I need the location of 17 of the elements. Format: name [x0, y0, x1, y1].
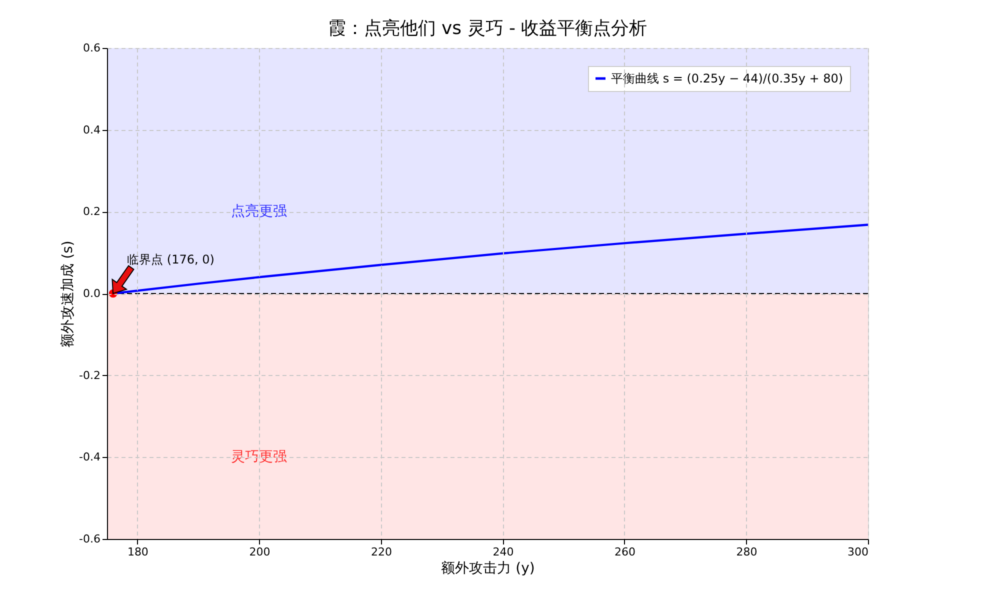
y-axis-title: 额外攻速加成 (s) [60, 240, 76, 348]
x-tick-label: 240 [492, 546, 514, 558]
x-tick-label: 260 [614, 546, 636, 558]
x-tick-label: 180 [127, 546, 148, 558]
x-tick-label: 300 [848, 546, 868, 558]
y-tick-label: -0.4 [79, 450, 100, 464]
y-tick-label: -0.2 [79, 368, 100, 382]
x-tick-label: 280 [736, 546, 758, 558]
y-tick-label: 0.2 [83, 205, 100, 218]
x-tick-label: 220 [370, 546, 392, 558]
x-axis-title: 额外攻击力 (y) [441, 560, 535, 576]
y-tick-label: 0.4 [83, 123, 100, 136]
y-tick-label: -0.6 [79, 532, 100, 546]
y-tick-label: 0.6 [83, 42, 100, 54]
y-tick-label: 0.0 [83, 287, 100, 300]
x-tick-label: 200 [249, 546, 270, 558]
chart-title: 霞：点亮他们 vs 灵巧 - 收益平衡点分析 [328, 18, 648, 39]
